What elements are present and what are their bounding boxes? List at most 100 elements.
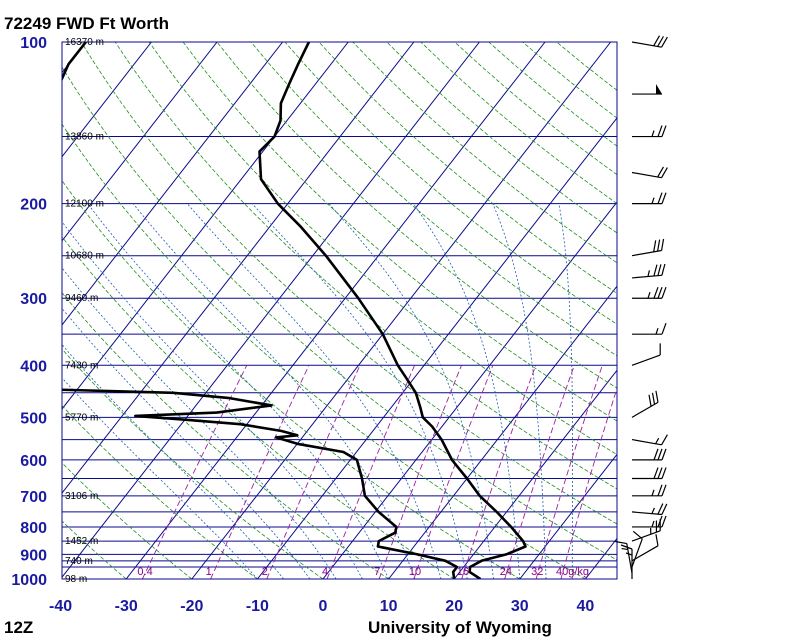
dry-adiabat-line (62, 292, 389, 579)
wind-barb-half-flag (647, 292, 651, 299)
wind-barb-flag (620, 544, 633, 550)
wind-barb-flag (651, 392, 656, 405)
wind-barb-flag (661, 263, 666, 276)
wind-barb-staff (631, 545, 659, 562)
moist-adiabat-line (492, 203, 547, 579)
dry-adiabat-line (182, 42, 617, 422)
wind-barb-half-flag (651, 197, 655, 204)
temperature-tick-label: -20 (180, 598, 203, 615)
mixing-ratio-line (210, 365, 310, 579)
temperature-tick-label: -40 (49, 598, 72, 615)
wind-barb (632, 484, 667, 497)
wind-barb (631, 534, 659, 562)
mixing-ratio-label: 16 (457, 566, 469, 578)
wind-barb-staff (626, 543, 633, 574)
footer-source: University of Wyoming (368, 618, 552, 637)
wind-barb (631, 35, 668, 48)
moist-adiabat-line (132, 203, 416, 579)
moist-adiabat-line (412, 203, 521, 579)
wind-barb (632, 125, 667, 138)
wind-barb-flag (661, 287, 667, 299)
wind-barb-flag (657, 287, 663, 299)
temperature-profile-line (258, 42, 527, 579)
mixing-ratio-line (535, 365, 603, 579)
dry-adiabat-line (454, 42, 617, 176)
wind-barb-flag (661, 503, 668, 515)
wind-barb-flag (657, 264, 662, 276)
temperature-tick-label: 0 (319, 598, 328, 615)
isotherm-line (62, 42, 415, 494)
wind-barbs (615, 35, 668, 579)
height-label: 12100 m (65, 199, 104, 210)
height-label: 10680 m (65, 251, 104, 262)
moist-adiabat-line (62, 377, 258, 579)
temperature-tick-label: 30 (511, 598, 529, 615)
temperature-tick-label: -10 (246, 598, 269, 615)
moist-adiabat-line (62, 221, 363, 579)
moist-adiabat-line (558, 203, 573, 579)
wind-barb-flag (653, 35, 661, 47)
isotherm-line (388, 285, 617, 579)
height-label: 16370 m (65, 37, 104, 48)
isotherm-line (62, 42, 480, 579)
wind-barb-flag (660, 238, 665, 251)
wind-barb-flag (657, 484, 663, 497)
wind-barb-staff (631, 274, 662, 279)
dry-adiabat-line (62, 520, 127, 579)
wind-barb (631, 343, 661, 366)
wind-barb (631, 503, 668, 516)
wind-barb (615, 540, 633, 574)
dry-adiabat-line (488, 42, 617, 147)
isotherm-line (62, 42, 349, 410)
mixing-ratio-label: 10 (409, 566, 421, 578)
height-label: 1452 m (65, 536, 98, 547)
wind-barb (632, 192, 667, 205)
dry-adiabat-line (62, 179, 521, 579)
isotherm-line (651, 42, 800, 579)
wind-barb-half-flag (651, 520, 655, 528)
wind-barb-flag (657, 448, 663, 461)
dry-adiabat-line (62, 66, 617, 561)
wind-barb-flag (661, 434, 668, 446)
wind-barb-flag (657, 125, 663, 137)
isotherm-line (0, 42, 20, 579)
dry-adiabat-line (114, 42, 617, 490)
pressure-tick-label: 200 (20, 197, 47, 214)
wind-barb-flag (653, 240, 657, 252)
wind-barb-staff (631, 530, 661, 542)
temperature-tick-label: 20 (445, 598, 463, 615)
pressure-tick-label: 300 (20, 291, 47, 308)
mixing-ratio-label: 2 (262, 566, 268, 578)
wind-barb-flag (657, 467, 663, 479)
wind-barb (632, 322, 667, 335)
isotherm-line (62, 42, 152, 158)
plot-frame (61, 41, 618, 580)
mixing-ratio-label: 0.4 (137, 566, 152, 578)
wind-barb-pennant (656, 84, 662, 95)
wind-barb-half-flag (647, 270, 650, 277)
height-label: 13860 m (65, 132, 104, 143)
dewpoint-profile-line (62, 42, 459, 579)
wind-barb-flag (657, 503, 664, 515)
sounding-profiles (62, 42, 527, 579)
mixing-ratio-line (141, 365, 248, 579)
wind-barb-staff (631, 354, 661, 366)
axis-labels: 0.4 1 2 4 7 10 16 24 32 40g/kg1002003004005006007… (11, 35, 594, 615)
pressure-tick-label: 1000 (11, 572, 47, 589)
wind-barb-flag (661, 125, 667, 137)
wind-barb (632, 467, 667, 480)
wind-barb-half-flag (621, 547, 628, 551)
mixing-ratio-label: 40g/kg (556, 566, 589, 578)
wind-barb (631, 390, 659, 418)
wind-barb-half-flag (655, 437, 660, 445)
isotherm-line (453, 369, 617, 579)
wind-barb-half-flag (651, 130, 655, 137)
wind-barb (632, 84, 662, 95)
isotherm-line (585, 537, 617, 579)
mixing-ratio-label: 24 (500, 566, 512, 578)
wind-barb-flag (661, 515, 667, 528)
wind-barb-flag (661, 448, 667, 461)
wind-barb-half-flag (651, 489, 655, 497)
isotherm-line (62, 42, 218, 242)
dry-adiabat-line (62, 236, 455, 579)
